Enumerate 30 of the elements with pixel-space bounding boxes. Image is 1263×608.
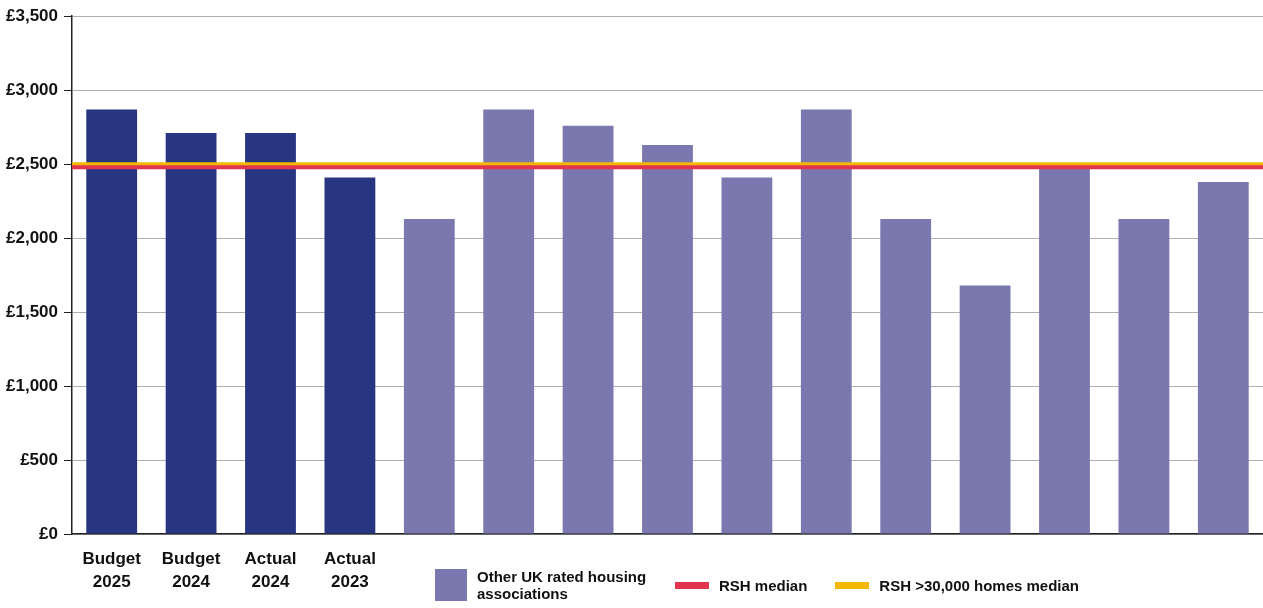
y-tick-label: £500 xyxy=(20,449,58,469)
bar xyxy=(1197,181,1249,534)
bar xyxy=(880,218,932,534)
legend-label: RSH median xyxy=(719,576,808,594)
y-tick-label: £2,500 xyxy=(6,153,58,173)
y-tick-label: £0 xyxy=(39,523,58,543)
legend-label: Other UK rated housing associations xyxy=(477,568,647,602)
x-tick-label: Budget 2024 xyxy=(161,549,221,592)
x-tick-label: Budget 2025 xyxy=(82,549,142,592)
bar xyxy=(562,125,614,534)
bar xyxy=(959,285,1011,534)
bar xyxy=(1118,218,1170,534)
bar xyxy=(245,133,296,534)
bar xyxy=(642,144,693,534)
bar xyxy=(721,177,773,534)
legend-label: RSH >30,000 homes median xyxy=(879,576,1080,594)
y-tick-label: £3,000 xyxy=(6,79,58,99)
bar xyxy=(1039,168,1090,534)
y-tick-label: £3,500 xyxy=(6,5,58,25)
bar xyxy=(165,133,217,534)
bar xyxy=(324,177,376,534)
y-tick-label: £1,500 xyxy=(6,301,58,321)
bar xyxy=(800,109,852,534)
x-tick-label: Actual 2023 xyxy=(323,549,376,592)
bar xyxy=(403,218,455,534)
bar xyxy=(483,109,535,534)
y-tick-label: £2,000 xyxy=(6,227,58,247)
y-tick-label: £1,000 xyxy=(6,375,58,395)
bar xyxy=(86,109,138,534)
x-tick-label: Actual 2024 xyxy=(244,549,297,592)
